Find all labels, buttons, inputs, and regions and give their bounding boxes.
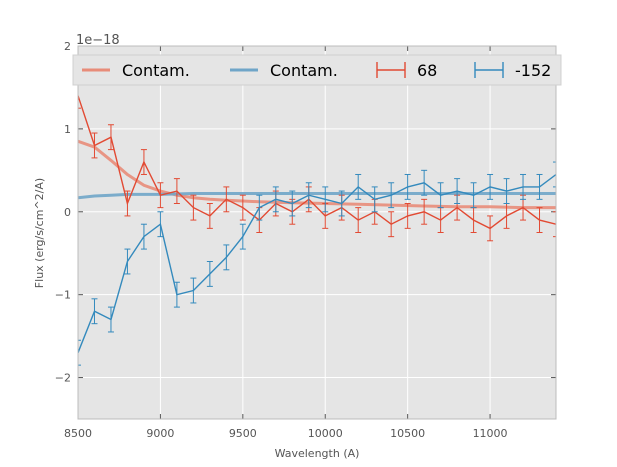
legend-label: 68: [417, 61, 437, 80]
x-tick-label: 10000: [308, 427, 343, 440]
data-line: [78, 95, 556, 230]
axis-scale-label: 1e−18: [76, 33, 120, 48]
legend-label: -152: [515, 61, 551, 80]
x-tick-label: 10500: [390, 427, 425, 440]
x-tick-label: 8500: [64, 427, 92, 440]
axis-ticks: 8500 9000 9500 10000 10500 11000 −2 −1 0 1 2: [55, 40, 556, 440]
y-axis-label: Flux (erg/s/cm^2/A): [33, 178, 46, 288]
plot-frame: [77, 45, 557, 420]
x-tick-label: 11000: [473, 427, 508, 440]
x-tick-label: 9000: [146, 427, 174, 440]
x-tick-label: 9500: [229, 427, 257, 440]
legend-label: Contam.: [122, 61, 190, 80]
legend: Contam. Contam. 68 -152: [72, 54, 562, 86]
x-axis-label: Wavelength (A): [275, 447, 360, 460]
legend-label: Contam.: [270, 61, 338, 80]
y-tick-label: −1: [55, 289, 71, 302]
series-3: [78, 161, 556, 366]
series-group: [78, 82, 556, 366]
y-tick-label: 1: [64, 123, 71, 136]
y-tick-label: 0: [64, 206, 71, 219]
data-line: [78, 173, 556, 353]
y-tick-label: 2: [64, 40, 71, 53]
series-2: [78, 82, 556, 242]
y-tick-label: −2: [55, 372, 71, 385]
series-layer: [77, 45, 557, 420]
